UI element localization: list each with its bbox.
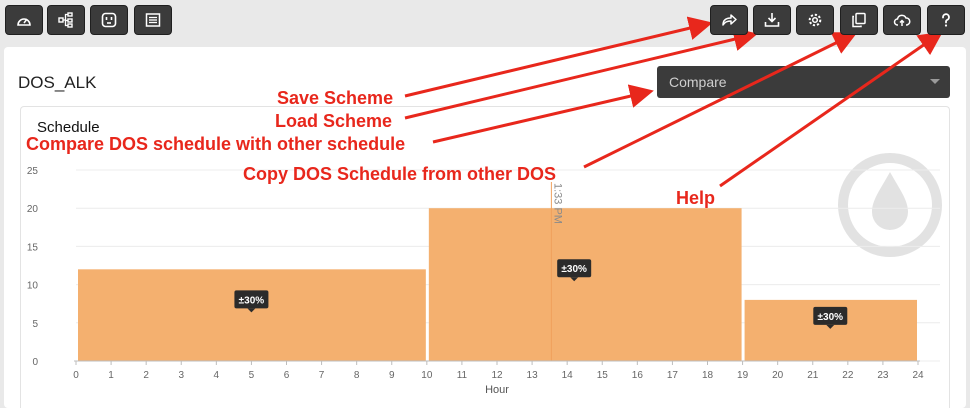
copy-icon bbox=[852, 12, 866, 28]
x-tick-label: 5 bbox=[249, 370, 255, 381]
annotation-compare: Compare DOS schedule with other schedule bbox=[26, 134, 406, 154]
bar-label-pointer-0 bbox=[247, 308, 256, 313]
list-icon bbox=[145, 13, 161, 27]
x-tick-label: 21 bbox=[807, 370, 819, 381]
outlet-button[interactable] bbox=[90, 5, 128, 35]
copy-schedule-button[interactable] bbox=[840, 5, 878, 35]
bar-label-pointer-2 bbox=[826, 324, 835, 329]
y-tick-label: 5 bbox=[32, 319, 38, 330]
question-icon bbox=[942, 13, 950, 27]
dashboard-button[interactable] bbox=[5, 5, 43, 35]
bar-label-bg-1 bbox=[557, 259, 592, 278]
schedule-bar-0 bbox=[78, 269, 426, 361]
bar-label-0: ±30% bbox=[239, 295, 265, 306]
x-tick-label: 20 bbox=[772, 370, 784, 381]
x-tick-label: 1 bbox=[108, 370, 114, 381]
x-tick-label: 10 bbox=[421, 370, 433, 381]
x-tick-label: 8 bbox=[354, 370, 360, 381]
load-scheme-button[interactable] bbox=[753, 5, 791, 35]
download-icon bbox=[764, 13, 780, 27]
x-tick-label: 16 bbox=[632, 370, 644, 381]
x-tick-label: 11 bbox=[457, 370, 468, 381]
bar-label-pointer-1 bbox=[570, 277, 579, 282]
list-button[interactable] bbox=[134, 5, 172, 35]
cloud-upload-icon bbox=[893, 14, 911, 26]
x-tick-label: 3 bbox=[178, 370, 184, 381]
gauge-icon bbox=[17, 18, 31, 26]
x-tick-label: 24 bbox=[912, 370, 924, 381]
x-tick-label: 17 bbox=[667, 370, 679, 381]
schedule-bar-1 bbox=[428, 208, 742, 361]
gear-icon bbox=[808, 13, 822, 27]
x-tick-label: 22 bbox=[842, 370, 854, 381]
upload-button[interactable] bbox=[883, 5, 921, 35]
scheme-name: DOS_ALK bbox=[18, 73, 97, 92]
share-icon bbox=[722, 14, 737, 26]
save-scheme-button[interactable] bbox=[710, 5, 748, 35]
drop-watermark-inner-icon bbox=[872, 172, 908, 230]
x-axis-label: Hour bbox=[485, 384, 509, 396]
y-tick-label: 0 bbox=[32, 357, 38, 368]
x-tick-label: 19 bbox=[737, 370, 749, 381]
x-tick-label: 14 bbox=[562, 370, 574, 381]
x-tick-label: 15 bbox=[597, 370, 609, 381]
x-tick-label: 18 bbox=[702, 370, 714, 381]
y-tick-label: 20 bbox=[27, 204, 39, 215]
outlet-icon bbox=[101, 12, 117, 28]
chart-title: Schedule bbox=[37, 119, 100, 136]
x-tick-label: 12 bbox=[491, 370, 503, 381]
x-tick-label: 4 bbox=[214, 370, 220, 381]
bar-label-1: ±30% bbox=[561, 264, 587, 275]
now-marker-label: 1:33 PM bbox=[551, 183, 563, 224]
annotation-help: Help bbox=[676, 188, 716, 208]
settings-button[interactable] bbox=[796, 5, 834, 35]
y-tick-label: 15 bbox=[27, 242, 39, 253]
bar-label-2: ±30% bbox=[818, 312, 844, 323]
annotation-load-scheme: Load Scheme bbox=[275, 111, 393, 131]
x-tick-label: 13 bbox=[527, 370, 539, 381]
x-tick-label: 6 bbox=[284, 370, 290, 381]
x-tick-label: 9 bbox=[389, 370, 395, 381]
annotation-save-scheme: Save Scheme bbox=[277, 88, 394, 108]
bar-label-bg-0 bbox=[234, 290, 269, 309]
x-tick-label: 7 bbox=[319, 370, 325, 381]
help-button[interactable] bbox=[927, 5, 965, 35]
y-tick-label: 25 bbox=[27, 166, 39, 177]
sitemap-icon bbox=[58, 12, 73, 28]
x-tick-label: 0 bbox=[73, 370, 79, 381]
x-tick-label: 23 bbox=[877, 370, 889, 381]
y-tick-label: 10 bbox=[27, 281, 39, 292]
x-tick-label: 2 bbox=[143, 370, 149, 381]
bar-label-bg-2 bbox=[813, 306, 848, 325]
hierarchy-button[interactable] bbox=[47, 5, 85, 35]
annotation-copy: Copy DOS Schedule from other DOS bbox=[243, 164, 557, 184]
